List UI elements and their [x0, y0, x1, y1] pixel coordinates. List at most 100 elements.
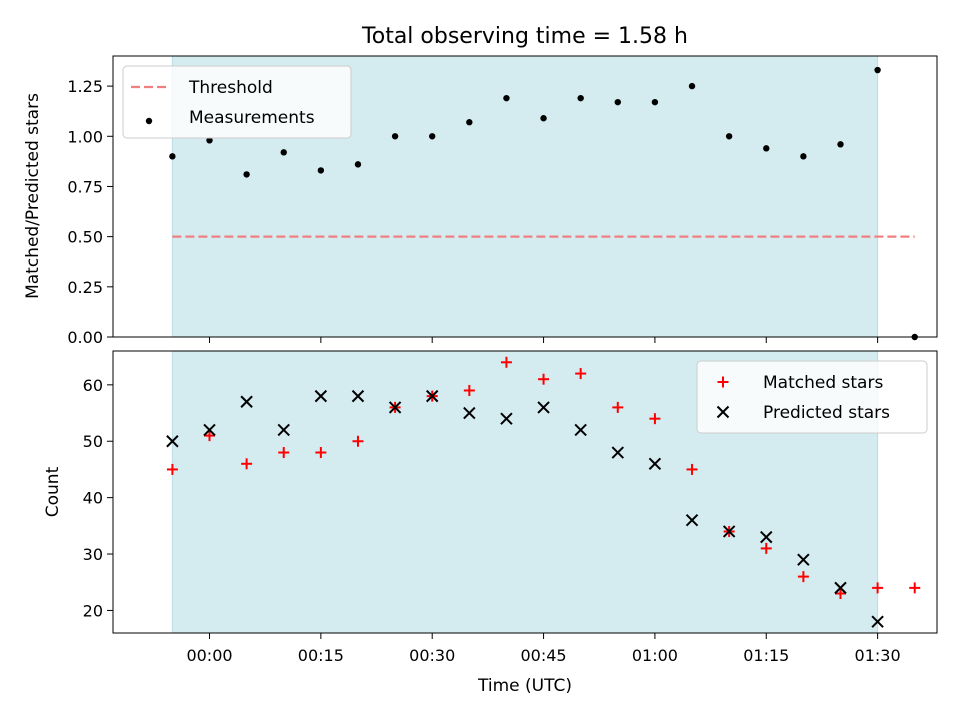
plot-frame — [112, 55, 938, 338]
x-mark-b — [388, 401, 402, 414]
x-tick-label: 00:30 — [409, 646, 455, 665]
y-tick-label: 0.50 — [67, 228, 103, 247]
predicted-star-point — [314, 389, 328, 403]
matched-star-point — [278, 447, 290, 459]
y-tick-label: 50 — [83, 432, 103, 451]
predicted-star-point — [388, 401, 402, 414]
legend-label: Threshold — [188, 78, 273, 98]
matched-star-point — [352, 435, 364, 447]
matched-star-point — [315, 447, 327, 459]
x-mark-b — [277, 423, 290, 437]
predicted-star-point — [166, 435, 179, 448]
matched-star-point — [500, 356, 512, 368]
predicted-star-point — [611, 446, 624, 459]
y-tick-label: 0.00 — [67, 328, 103, 347]
matched-star-point — [241, 458, 253, 470]
y-tick-label: 0.75 — [67, 177, 103, 196]
matched-star-point — [204, 430, 216, 442]
matched-star-point — [612, 401, 624, 413]
legend-box — [696, 360, 928, 434]
measurement-point — [800, 153, 807, 160]
measurement-point — [466, 119, 473, 126]
predicted-star-point — [351, 389, 365, 403]
y-tick-label: 40 — [83, 489, 103, 508]
y-tick-label: 30 — [83, 545, 103, 564]
matched-star-point — [575, 368, 587, 380]
x-mark-b — [463, 406, 476, 420]
legend-label: Matched stars — [763, 373, 883, 393]
matched-star-point — [166, 463, 178, 475]
legend-label: Measurements — [189, 108, 315, 128]
predicted-star-point — [871, 615, 884, 628]
legend-predicted-swatch — [716, 405, 730, 419]
x-mark-b — [574, 423, 587, 437]
y-tick-label: 0.25 — [67, 278, 103, 297]
ratio-panel: 0.00 0.25 0.50 0.75 1.00 1.25 Matched/Predicte… — [23, 55, 938, 347]
x-mark-b — [611, 446, 624, 459]
matched-star-point — [872, 582, 884, 594]
matched-star-point — [538, 373, 550, 385]
predicted-star-point — [426, 389, 439, 403]
x-mark-b — [351, 389, 365, 403]
legend-label: Predicted stars — [763, 403, 890, 423]
x-mark-b — [648, 457, 662, 471]
y-tick-label: 1.00 — [67, 127, 103, 146]
measurement-point — [503, 94, 510, 102]
predicted-star-point — [760, 530, 773, 544]
measurement-point — [688, 82, 696, 90]
measurement-point — [317, 167, 325, 174]
measurement-point — [280, 149, 287, 156]
x-mark-b — [500, 412, 513, 425]
matched-star-point — [797, 571, 809, 583]
x-tick-label: 01:30 — [855, 646, 901, 665]
legend-measurement-swatch — [145, 117, 153, 125]
measurement-point — [837, 141, 844, 148]
x-axis-label: Time (UTC) — [477, 676, 572, 696]
matched-star-point — [909, 582, 921, 594]
x-mark-b — [426, 389, 439, 403]
legend: Threshold Measurements — [122, 65, 352, 139]
x-mark-b — [240, 395, 253, 408]
matched-star-point — [760, 542, 772, 554]
predicted-star-point — [797, 553, 810, 566]
measurement-point — [169, 153, 176, 160]
y-axis-label: Matched/Predicted stars — [23, 93, 43, 299]
y-axis-label: Count — [43, 466, 63, 517]
x-tick-label: 00:00 — [186, 646, 232, 665]
legend-box — [122, 65, 352, 139]
y-tick-label: 1.25 — [67, 77, 103, 96]
x-mark-b — [685, 513, 699, 527]
predicted-star-point — [685, 513, 699, 527]
measurement-point — [243, 171, 250, 178]
predicted-star-point — [240, 395, 253, 408]
x-tick-label: 01:00 — [632, 646, 678, 665]
x-mark-b — [760, 530, 773, 544]
matched-star-point — [686, 463, 698, 475]
chart-title: Total observing time = 1.58 h — [361, 24, 688, 49]
x-mark-b — [834, 581, 847, 595]
predicted-star-point — [203, 423, 216, 437]
x-mark-b — [166, 435, 179, 448]
measurement-point — [614, 98, 621, 106]
measurement-point — [725, 133, 733, 140]
x-tick-label: 00:15 — [298, 646, 344, 665]
predicted-star-point — [537, 401, 550, 414]
measurement-point — [540, 115, 547, 122]
matched-star-point — [463, 384, 475, 396]
x-mark-b — [314, 389, 328, 403]
x-mark-b — [203, 423, 216, 437]
x-tick-label: 00:45 — [521, 646, 567, 665]
measurement-point — [206, 137, 213, 144]
predicted-star-point — [722, 525, 736, 538]
predicted-star-point — [463, 406, 476, 420]
x-mark-b — [871, 615, 884, 628]
predicted-star-point — [277, 423, 290, 437]
x-mark-b — [722, 525, 736, 538]
predicted-star-point — [648, 457, 662, 471]
measurement-point — [874, 66, 881, 74]
count-panel: 20 30 40 50 60 00:00 00:15 00:30 00:45 01:00 01:15… — [43, 350, 938, 665]
y-tick-label: 60 — [83, 376, 103, 395]
measurement-point — [651, 98, 659, 106]
matched-star-point — [834, 588, 846, 600]
